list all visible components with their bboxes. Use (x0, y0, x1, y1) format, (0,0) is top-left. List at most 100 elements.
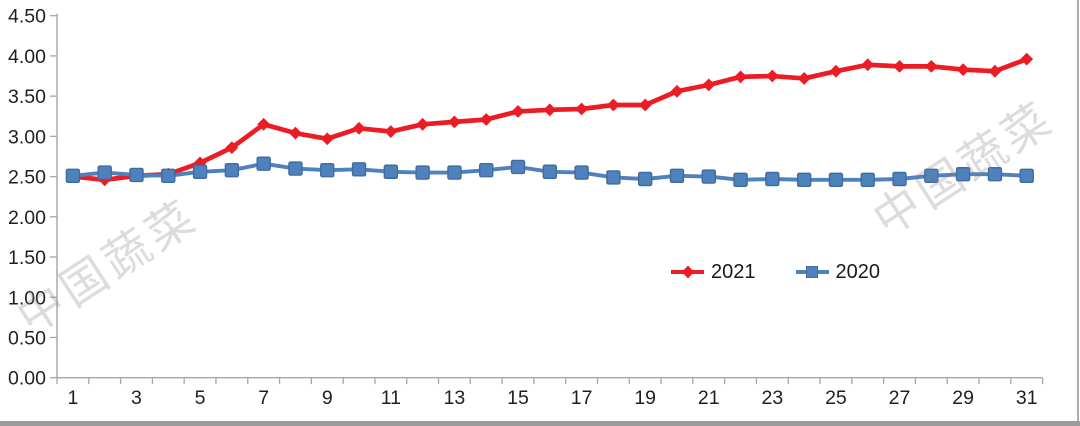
data-point-diamond (1020, 52, 1034, 66)
data-point-square (542, 164, 557, 179)
data-point-diamond (289, 126, 302, 140)
data-point-square (479, 162, 494, 178)
x-tick-label: 25 (825, 387, 847, 409)
data-point-square (97, 165, 112, 180)
data-point-diamond (670, 84, 684, 98)
data-point-diamond (98, 173, 112, 187)
y-tick-label: 4.00 (8, 46, 46, 68)
series-2021-line (70, 56, 1030, 183)
x-tick-label: 7 (258, 387, 269, 409)
y-tick-label: 1.00 (8, 287, 46, 309)
data-point-diamond (320, 132, 334, 146)
data-point-diamond (797, 72, 811, 85)
data-point-diamond (861, 58, 875, 72)
y-tick-label: 2.00 (8, 207, 46, 229)
x-tick-label: 11 (381, 387, 401, 409)
data-point-diamond (734, 70, 747, 84)
x-axis-ticks: 1 3 5 7 9 11 13 15 17 19 21 23 25 27 29 31 (56, 377, 1044, 409)
data-point-square (447, 165, 462, 180)
data-point-square (415, 165, 430, 180)
data-point-square (351, 162, 367, 177)
axes (56, 13, 1043, 379)
x-tick-label: 9 (322, 387, 333, 409)
series-2020-square-marker-icon (795, 265, 829, 280)
data-point-diamond (638, 98, 652, 112)
data-point-square (65, 168, 81, 183)
data-point-square (796, 172, 812, 188)
x-tick-label: 19 (634, 387, 656, 409)
x-tick-label: 21 (698, 387, 720, 409)
y-tick-label: 0.50 (8, 327, 46, 349)
y-tick-label: 3.00 (8, 126, 46, 148)
data-point-square (892, 171, 907, 187)
data-point-square (288, 161, 303, 176)
y-tick-label: 1.50 (8, 247, 46, 269)
image-right-border (1077, 0, 1079, 426)
data-point-square (765, 171, 780, 187)
y-tick-label: 2.50 (8, 167, 46, 189)
data-point-diamond (384, 125, 398, 138)
x-tick-label: 29 (952, 387, 974, 409)
y-tick-label: 3.50 (8, 86, 46, 108)
x-tick-label: 3 (131, 387, 142, 409)
data-point-diamond (352, 121, 366, 135)
data-point-square (256, 156, 271, 171)
x-tick-label: 5 (195, 387, 206, 409)
data-point-square (224, 162, 240, 178)
data-point-diamond (511, 105, 525, 118)
data-point-square (1019, 168, 1034, 183)
data-point-square (637, 171, 653, 187)
data-point-square (955, 166, 971, 182)
series-2021-diamond-marker-icon (671, 265, 704, 280)
x-tick-label: 17 (571, 387, 593, 409)
data-point-square (987, 166, 1003, 182)
data-point-diamond (575, 102, 588, 116)
x-tick-label: 27 (889, 387, 911, 409)
data-point-diamond (893, 59, 906, 73)
data-point-square (701, 169, 716, 184)
x-tick-label: 15 (507, 387, 529, 409)
data-point-square (606, 170, 621, 185)
data-point-diamond (225, 141, 239, 155)
y-tick-label: 0.00 (8, 368, 46, 390)
data-point-diamond (543, 103, 557, 117)
legend: 2021 2020 (671, 259, 880, 285)
data-point-diamond (702, 78, 716, 92)
data-point-square (129, 167, 144, 183)
data-point-square (192, 164, 208, 179)
data-point-square (828, 172, 844, 188)
x-tick-label: 13 (444, 387, 466, 409)
x-tick-label: 31 (1016, 387, 1038, 409)
data-point-square (669, 168, 685, 183)
legend-item-2021: 2021 (671, 259, 756, 285)
data-point-square (383, 164, 399, 179)
data-point-diamond (988, 64, 1002, 78)
data-point-diamond (924, 59, 938, 73)
data-point-square (924, 168, 939, 183)
data-point-diamond (416, 117, 430, 131)
x-tick-label: 1 (67, 387, 78, 409)
data-point-diamond (956, 63, 970, 76)
legend-item-2020: 2020 (795, 259, 880, 285)
data-point-square (510, 159, 526, 175)
data-point-square (161, 168, 176, 183)
data-point-square (320, 162, 335, 178)
legend-label-2021: 2021 (711, 261, 756, 283)
series-2020-markers (65, 156, 1034, 188)
data-point-diamond (765, 69, 779, 83)
data-point-diamond (479, 113, 493, 126)
data-point-square (574, 165, 589, 180)
data-point-diamond (448, 115, 461, 129)
y-tick-label: 4.50 (8, 6, 46, 28)
x-tick-label: 23 (762, 387, 784, 409)
image-bottom-border (0, 421, 1080, 426)
data-point-diamond (606, 98, 620, 112)
data-point-diamond (193, 156, 207, 170)
data-point-diamond (257, 117, 271, 131)
y-axis-ticks: 0.00 0.50 1.00 1.50 2.00 2.50 3.00 3.50 4.00 4.50 (8, 6, 57, 390)
data-point-square (733, 172, 748, 188)
data-point-square (860, 172, 875, 188)
data-point-diamond (829, 64, 843, 78)
